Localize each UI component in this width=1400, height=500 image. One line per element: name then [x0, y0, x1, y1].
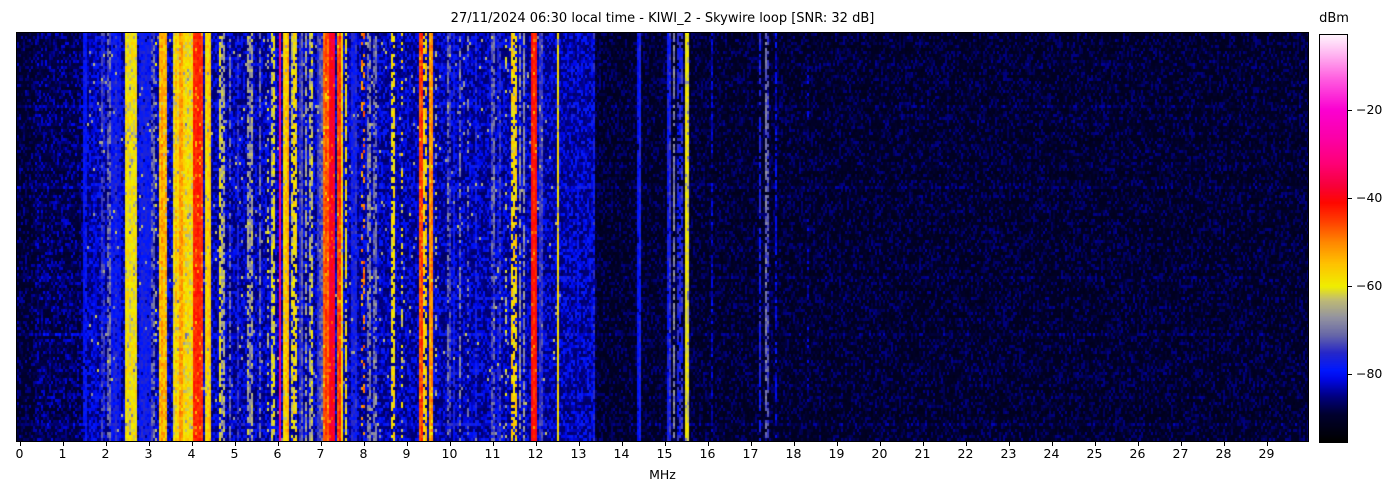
x-tick-mark [793, 442, 795, 446]
x-tick-mark [234, 442, 236, 446]
x-tick-mark [62, 442, 64, 446]
x-tick-label: 29 [1258, 446, 1275, 461]
x-tick-mark [363, 442, 365, 446]
x-tick-label: 1 [58, 446, 67, 461]
x-tick-label: 4 [187, 446, 196, 461]
x-tick-label: 10 [441, 446, 458, 461]
x-tick-mark [492, 442, 494, 446]
x-tick-mark [191, 442, 193, 446]
x-tick-label: 24 [1043, 446, 1060, 461]
colorbar-tick-mark [1348, 110, 1352, 111]
colorbar-tick-mark [1348, 198, 1352, 199]
x-tick-label: 25 [1086, 446, 1103, 461]
x-tick-mark [148, 442, 150, 446]
x-tick-label: 12 [527, 446, 544, 461]
colorbar-tick-label: −20 [1356, 102, 1383, 117]
x-tick-label: 11 [484, 446, 501, 461]
x-axis-label: MHz [649, 467, 676, 482]
x-tick-mark [1266, 442, 1268, 446]
x-tick-label: 21 [914, 446, 931, 461]
x-tick-label: 27 [1172, 446, 1189, 461]
x-tick-label: 6 [273, 446, 282, 461]
x-tick-label: 18 [785, 446, 802, 461]
x-tick-mark [750, 442, 752, 446]
x-tick-mark [836, 442, 838, 446]
colorbar-tick-label: −40 [1356, 190, 1383, 205]
x-tick-label: 28 [1215, 446, 1232, 461]
x-tick-label: 17 [742, 446, 759, 461]
x-tick-label: 2 [101, 446, 110, 461]
x-tick-mark [879, 442, 881, 446]
x-tick-label: 23 [1000, 446, 1017, 461]
x-tick-mark [449, 442, 451, 446]
x-tick-label: 9 [402, 446, 411, 461]
colorbar-tick-label: −80 [1356, 366, 1383, 381]
x-tick-mark [105, 442, 107, 446]
colorbar-unit-label: dBm [1319, 11, 1349, 26]
colorbar-tick-mark [1348, 286, 1352, 287]
x-tick-label: 14 [613, 446, 630, 461]
waterfall-plot-area [16, 32, 1309, 442]
x-tick-label: 3 [144, 446, 153, 461]
x-tick-label: 7 [316, 446, 325, 461]
colorbar-canvas [1320, 35, 1347, 442]
x-tick-mark [578, 442, 580, 446]
x-tick-label: 22 [957, 446, 974, 461]
x-tick-mark [965, 442, 967, 446]
x-tick-mark [1180, 442, 1182, 446]
x-tick-label: 13 [570, 446, 587, 461]
x-tick-mark [406, 442, 408, 446]
x-tick-mark [277, 442, 279, 446]
x-tick-mark [707, 442, 709, 446]
x-tick-label: 15 [656, 446, 673, 461]
x-tick-mark [1051, 442, 1053, 446]
x-tick-label: 5 [230, 446, 239, 461]
x-tick-label: 8 [359, 446, 368, 461]
x-tick-mark [19, 442, 21, 446]
colorbar [1319, 34, 1348, 443]
x-tick-label: 26 [1129, 446, 1146, 461]
x-tick-label: 20 [871, 446, 888, 461]
x-tick-mark [922, 442, 924, 446]
x-tick-mark [1094, 442, 1096, 446]
waterfall-canvas [17, 33, 1308, 441]
x-tick-label: 16 [699, 446, 716, 461]
x-tick-mark [320, 442, 322, 446]
x-tick-label: 0 [15, 446, 24, 461]
x-tick-mark [535, 442, 537, 446]
x-tick-mark [664, 442, 666, 446]
colorbar-tick-mark [1348, 374, 1352, 375]
x-tick-mark [621, 442, 623, 446]
x-tick-mark [1008, 442, 1010, 446]
colorbar-tick-label: −60 [1356, 278, 1383, 293]
x-tick-mark [1223, 442, 1225, 446]
x-tick-mark [1137, 442, 1139, 446]
plot-title: 27/11/2024 06:30 local time - KIWI_2 - S… [450, 11, 875, 26]
x-tick-label: 19 [828, 446, 845, 461]
